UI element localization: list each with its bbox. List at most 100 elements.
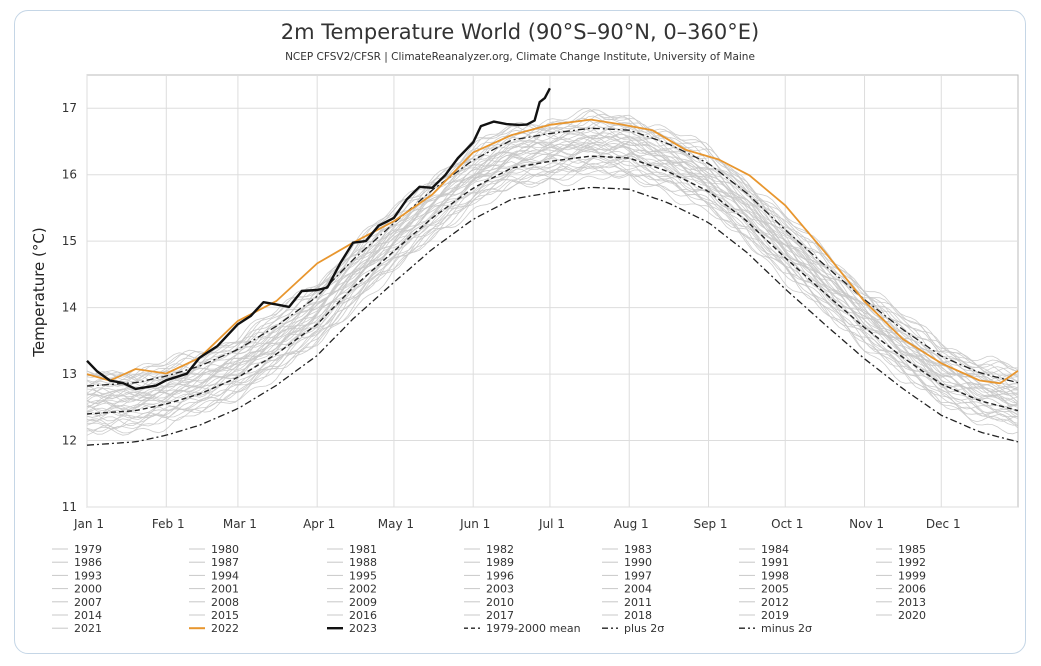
x-tick-label: Feb 1: [152, 517, 185, 531]
chart-subtitle: NCEP CFSV2/CFSR | ClimateReanalyzer.org,…: [285, 51, 755, 63]
legend-label: 2014: [74, 609, 102, 622]
legend: 1979 1980 1981 1982 1983 1984 1985 1986 1987 1988…: [52, 543, 926, 635]
legend-label: 2018: [624, 609, 652, 622]
background-year-line: [86, 109, 1019, 379]
legend-label: 2008: [211, 596, 239, 609]
legend-label: 1987: [211, 556, 239, 569]
x-tick-label: Jul 1: [538, 517, 565, 531]
legend-label: 1998: [761, 569, 789, 582]
plot-frame: [86, 74, 1019, 508]
background-year-line: [86, 165, 1019, 435]
legend-label: 1986: [74, 556, 102, 569]
legend-label: 1983: [624, 543, 652, 556]
legend-label: 1993: [74, 569, 102, 582]
y-tick-label: 12: [62, 434, 77, 448]
chart-title: 2m Temperature World (90°S–90°N, 0–360°E…: [281, 20, 759, 44]
legend-label: 2009: [349, 596, 377, 609]
legend-label: 2010: [486, 596, 514, 609]
y-axis-title: Temperature (°C): [30, 227, 48, 357]
legend-label: 2006: [898, 583, 926, 596]
x-tick-label: Jan 1: [73, 517, 104, 531]
y-tick-label: 13: [62, 367, 77, 381]
minus-2sigma-line: [86, 186, 1019, 446]
x-tick-label: Nov 1: [849, 517, 884, 531]
y-tick-label: 17: [62, 101, 77, 115]
legend-label: 2023: [349, 622, 377, 635]
legend-label: 2001: [211, 583, 239, 596]
legend-label: 1979: [74, 543, 102, 556]
background-year-line: [86, 166, 1019, 432]
legend-label: 1984: [761, 543, 789, 556]
y-tick-label: 14: [62, 301, 77, 315]
legend-label: 1980: [211, 543, 239, 556]
plot-area: 11 12 13 14 15 16 17 Jan 1 Feb 1 Mar 1 Apr 1 May 1 J…: [62, 74, 1019, 531]
background-year-line: [86, 133, 1019, 400]
legend-label: 2011: [624, 596, 652, 609]
legend-label: 2016: [349, 609, 377, 622]
background-year-line: [86, 146, 1019, 416]
legend-label: 2005: [761, 583, 789, 596]
legend-label: 2012: [761, 596, 789, 609]
legend-label: plus 2σ: [624, 622, 664, 635]
legend-label: 1982: [486, 543, 514, 556]
legend-label: 2002: [349, 583, 377, 596]
legend-label: 2013: [898, 596, 926, 609]
legend-label: 2004: [624, 583, 652, 596]
x-tick-label: Apr 1: [303, 517, 335, 531]
background-year-line: [86, 140, 1019, 402]
legend-label: 1991: [761, 556, 789, 569]
background-year-line: [86, 160, 1019, 430]
background-year-line: [86, 153, 1019, 422]
x-tick-label: Sep 1: [693, 517, 727, 531]
legend-label: 1985: [898, 543, 926, 556]
x-tick-label: Mar 1: [223, 517, 257, 531]
series-line-2023: [86, 87, 551, 391]
legend-label: 1992: [898, 556, 926, 569]
legend-label: 2017: [486, 609, 514, 622]
legend-label: 2021: [74, 622, 102, 635]
legend-label: 1988: [349, 556, 377, 569]
legend-label: 1981: [349, 543, 377, 556]
background-year-line: [86, 144, 1019, 412]
mean-1979-2000-line: [86, 155, 1019, 415]
legend-label: 2007: [74, 596, 102, 609]
x-tick-label: Oct 1: [771, 517, 803, 531]
legend-label: 1994: [211, 569, 239, 582]
legend-label: 1995: [349, 569, 377, 582]
background-year-line: [86, 134, 1019, 405]
legend-label: 1979-2000 mean: [486, 622, 581, 635]
background-year-line: [86, 149, 1019, 418]
legend-label: 2000: [74, 583, 102, 596]
background-year-line: [87, 157, 1019, 424]
background-year-line: [86, 131, 1019, 397]
y-tick-label: 11: [62, 500, 77, 514]
background-year-line: [86, 161, 1019, 429]
x-tick-label: May 1: [378, 517, 414, 531]
background-year-line: [86, 132, 1019, 398]
legend-label: 1990: [624, 556, 652, 569]
background-year-line: [86, 108, 1018, 378]
x-tick-label: Aug 1: [614, 517, 649, 531]
background-year-line: [86, 126, 1019, 396]
plus-2sigma-line: [86, 127, 1019, 387]
legend-label: 2020: [898, 609, 926, 622]
legend-label: 1999: [898, 569, 926, 582]
legend-label: 1997: [624, 569, 652, 582]
legend-label: 1989: [486, 556, 514, 569]
y-tick-label: 15: [62, 234, 77, 248]
x-tick-label: Jun 1: [459, 517, 490, 531]
series-line-2022: [86, 118, 1019, 385]
legend-label: 2022: [211, 622, 239, 635]
legend-label: 2003: [486, 583, 514, 596]
y-tick-label: 16: [62, 168, 77, 182]
background-year-line: [86, 117, 1019, 387]
legend-label: 2019: [761, 609, 789, 622]
legend-label: minus 2σ: [761, 622, 812, 635]
background-year-line: [86, 143, 1019, 414]
x-tick-label: Dec 1: [926, 517, 961, 531]
background-year-line: [86, 110, 1019, 381]
legend-label: 1996: [486, 569, 514, 582]
background-year-line: [86, 158, 1019, 427]
legend-label: 2015: [211, 609, 239, 622]
